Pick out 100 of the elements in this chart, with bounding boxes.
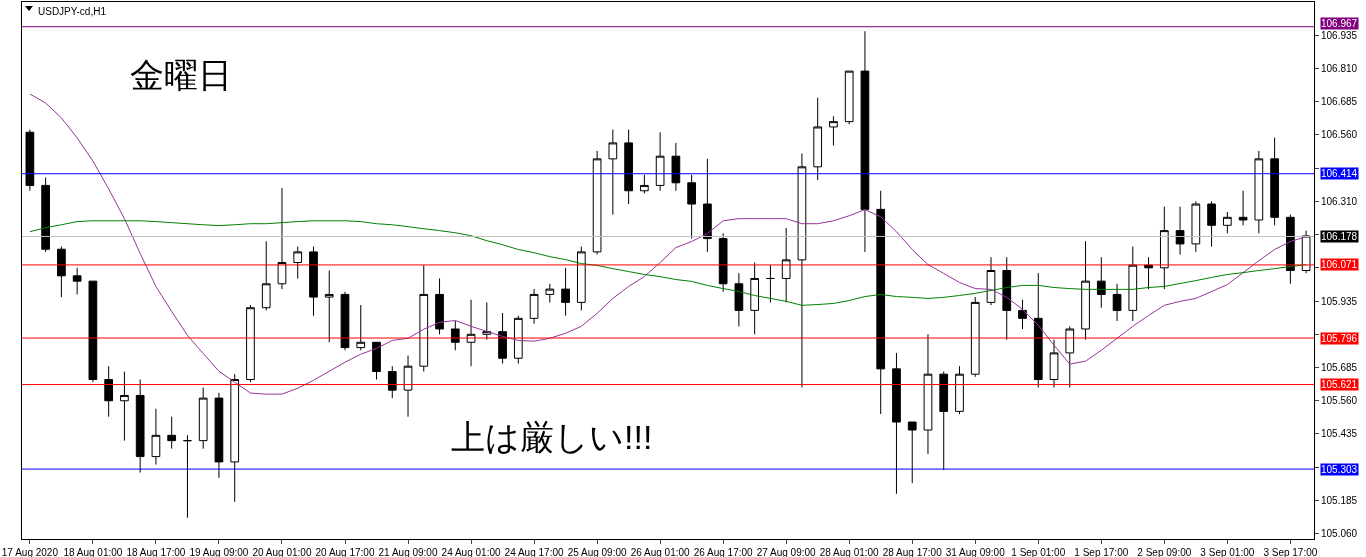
candlestick	[955, 365, 964, 415]
candlestick	[277, 187, 287, 290]
candlestick	[104, 365, 114, 418]
candlestick	[1033, 272, 1043, 388]
candlestick	[387, 365, 397, 399]
ref-line-label: 106.414	[1321, 168, 1358, 179]
candlestick	[482, 301, 492, 341]
y-tick-label: 106.935	[1321, 29, 1358, 41]
candlestick	[356, 304, 366, 351]
candlestick	[183, 434, 192, 519]
candlestick	[986, 256, 996, 306]
candlestick	[750, 262, 760, 335]
candlestick	[120, 371, 129, 442]
candlestick	[640, 174, 649, 194]
candlestick	[655, 131, 665, 192]
candlestick	[1238, 190, 1248, 226]
candlestick	[1207, 200, 1216, 248]
candlestick	[57, 246, 66, 298]
candlestick	[844, 70, 854, 125]
candlestick	[1096, 256, 1106, 309]
candlestick	[1270, 137, 1279, 226]
candlestick	[198, 386, 208, 450]
y-tick-label: 106.560	[1321, 129, 1358, 141]
candlestick	[829, 115, 838, 147]
candlestick	[766, 264, 775, 303]
candlestick	[1191, 200, 1201, 253]
candlestick	[1128, 246, 1138, 322]
candlestick	[372, 341, 381, 380]
y-tick-label: 106.310	[1321, 195, 1358, 207]
candlestick	[576, 246, 586, 311]
candlestick	[939, 371, 949, 471]
y-tick-label: 105.685	[1321, 362, 1358, 374]
candlestick	[813, 97, 823, 181]
candlestick	[1081, 240, 1090, 341]
y-tick-label: 106.810	[1321, 62, 1358, 74]
ref-line-label: 105.303	[1321, 464, 1358, 475]
candlestick	[892, 352, 901, 495]
candlestick	[671, 142, 681, 192]
ref-line-label: 105.796	[1321, 333, 1358, 344]
candlestick	[72, 267, 82, 295]
candlestick	[860, 30, 870, 253]
candlestick	[88, 280, 98, 383]
y-tick-label: 105.935	[1321, 295, 1358, 307]
candlestick	[1018, 299, 1027, 330]
candlestick	[340, 291, 350, 351]
candlestick	[907, 421, 917, 484]
candlestick	[970, 296, 980, 378]
y-tick-label: 105.560	[1321, 395, 1358, 407]
annotation: 金曜日	[130, 56, 232, 94]
candlestick	[1254, 150, 1264, 234]
ref-line-label: 106.071	[1321, 259, 1358, 270]
ref-line-label: 106.967	[1321, 18, 1358, 29]
candlestick	[1175, 206, 1185, 256]
candlestick	[1002, 256, 1012, 341]
candlestick	[529, 288, 539, 325]
ref-line-label: 106.178	[1321, 231, 1358, 242]
candlestick	[324, 270, 334, 343]
candlestick	[1301, 230, 1311, 274]
candlestick	[592, 150, 602, 256]
candlestick	[687, 174, 696, 240]
candlestick	[781, 227, 791, 303]
candlestick	[135, 379, 145, 474]
candlestick	[1065, 325, 1075, 388]
candlestick	[403, 355, 413, 418]
candlestick	[498, 312, 507, 365]
candlestick	[734, 272, 744, 327]
line-series	[29, 93, 1307, 395]
candlestick	[1159, 206, 1169, 290]
candlestick	[545, 283, 555, 303]
candlestick	[419, 264, 429, 373]
candlestick	[1222, 211, 1232, 234]
candlestick	[1112, 283, 1122, 322]
y-tick-label: 106.685	[1321, 96, 1358, 108]
candlestick	[703, 158, 712, 253]
annotation: 上は厳しい!!!	[451, 418, 653, 456]
candlestick	[293, 246, 303, 279]
candlestick	[41, 176, 50, 253]
y-tick-label: 105.185	[1321, 494, 1358, 506]
candlestick	[876, 190, 886, 415]
candlestick	[246, 304, 255, 383]
candlestick	[167, 416, 177, 450]
y-tick-label: 105.060	[1321, 528, 1358, 540]
candlestick	[923, 333, 933, 455]
candlestick	[797, 153, 807, 388]
candlestick	[261, 240, 271, 311]
candlestick	[718, 232, 728, 293]
candlestick	[309, 246, 318, 317]
candlestick	[513, 315, 523, 365]
candlestick	[1049, 339, 1059, 388]
annotation: USDJPY-cd,H1	[38, 6, 107, 17]
ref-line-label: 105.621	[1321, 379, 1358, 390]
candlestick	[151, 408, 161, 466]
y-tick-label: 105.435	[1321, 428, 1358, 440]
candlestick	[435, 277, 444, 335]
candlestick	[214, 392, 224, 479]
candlestick	[624, 129, 633, 205]
candlestick	[561, 267, 570, 317]
candlestick	[608, 129, 618, 216]
candlestick	[25, 129, 35, 192]
candlestick	[230, 373, 240, 503]
